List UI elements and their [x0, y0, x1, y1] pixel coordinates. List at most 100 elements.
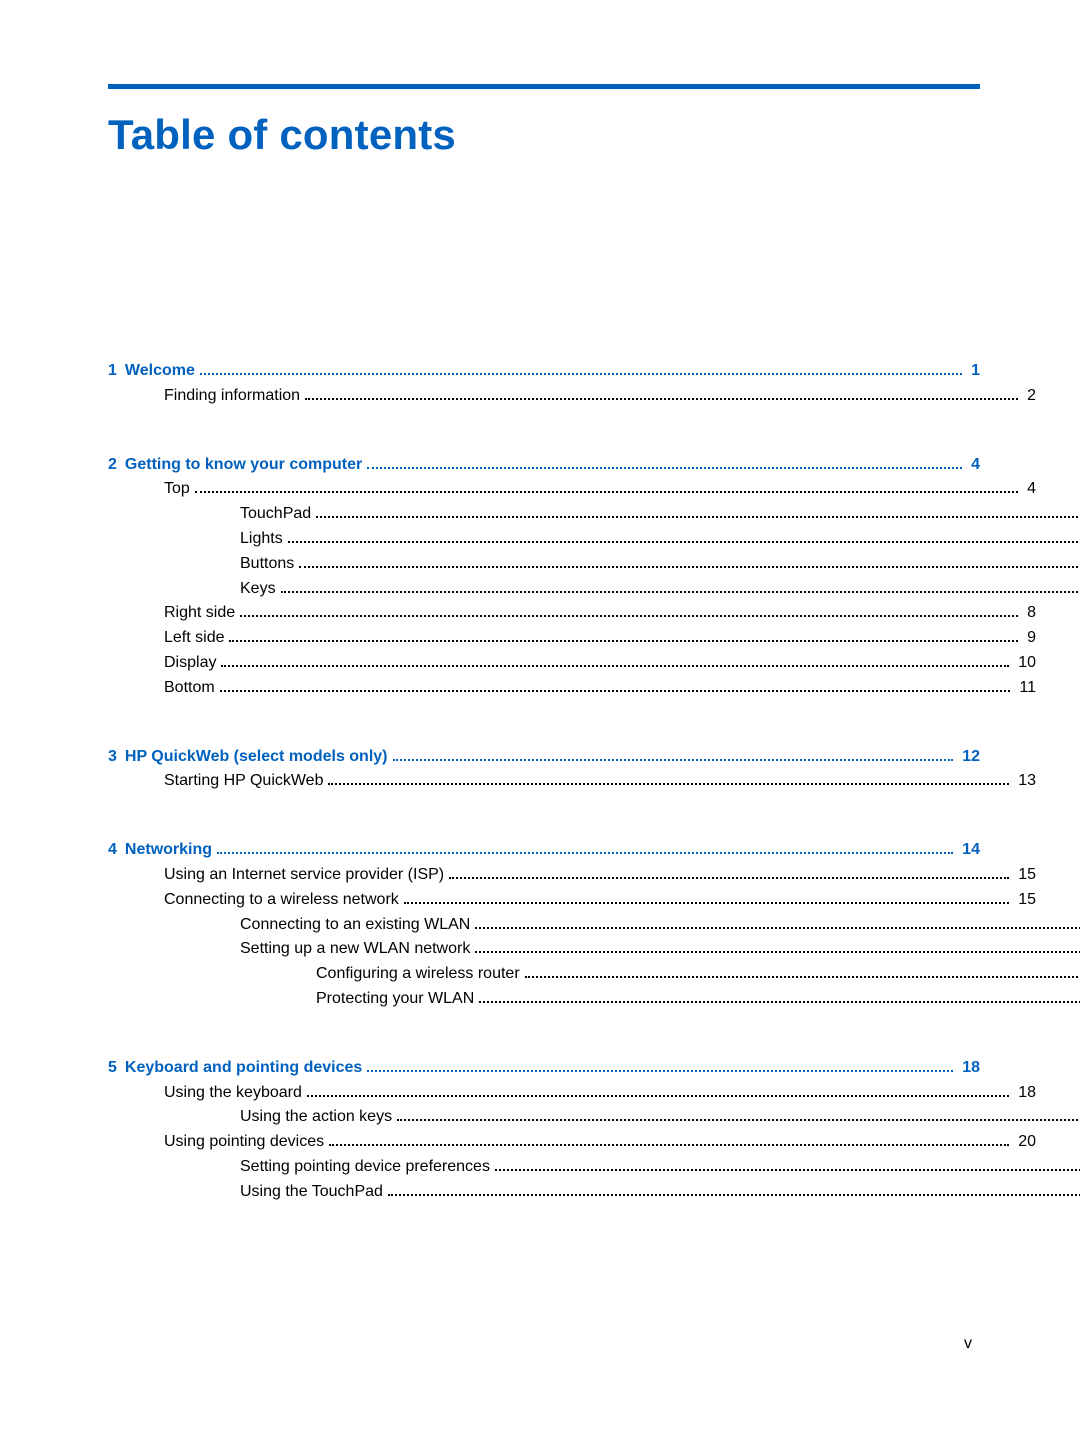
- toc-entry-row[interactable]: Connecting to an existing WLAN16: [108, 913, 1080, 938]
- header-rule: [108, 84, 980, 89]
- page-title: Table of contents: [108, 111, 980, 159]
- toc-entry-row[interactable]: Keys7: [108, 577, 1080, 602]
- toc-chapter-page: 12: [958, 745, 980, 770]
- toc-chapter-number: 2: [108, 453, 125, 478]
- toc-entry-row[interactable]: Lights5: [108, 527, 1080, 552]
- toc-chapter-row[interactable]: 2Getting to know your computer 4: [108, 453, 980, 478]
- toc-section: 2Getting to know your computer4Top4Touch…: [108, 453, 980, 701]
- toc-leader-dots: [475, 939, 1080, 954]
- toc-entry-row[interactable]: Configuring a wireless router17: [108, 962, 1080, 987]
- toc-entry-label: Keys: [240, 577, 276, 602]
- toc-leader-dots: [299, 553, 1080, 568]
- toc-entry-row[interactable]: Display 10: [108, 651, 1036, 676]
- toc-entry-row[interactable]: Setting pointing device preferences20: [108, 1155, 1080, 1180]
- toc-leader-dots: [229, 627, 1018, 642]
- toc-section: 1Welcome1Finding information2: [108, 359, 980, 409]
- toc-leader-dots: [328, 771, 1009, 786]
- toc-entry-row[interactable]: TouchPad4: [108, 502, 1080, 527]
- toc-chapter-row[interactable]: 3HP QuickWeb (select models only) 12: [108, 745, 980, 770]
- toc-entry-label: Connecting to an existing WLAN: [240, 913, 470, 938]
- toc-entry-page: 4: [1023, 477, 1036, 502]
- toc-entry-row[interactable]: Buttons6: [108, 552, 1080, 577]
- toc-entry-row[interactable]: Protecting your WLAN17: [108, 987, 1080, 1012]
- toc-entry-label: Protecting your WLAN: [316, 987, 474, 1012]
- toc-leader-dots: [393, 746, 954, 761]
- toc-entry-label: Finding information: [164, 384, 300, 409]
- page-number: v: [964, 1335, 972, 1353]
- toc-entry-row[interactable]: Connecting to a wireless network 15: [108, 888, 1036, 913]
- toc-leader-dots: [397, 1107, 1080, 1122]
- toc-entry-row[interactable]: Setting up a new WLAN network16: [108, 937, 1080, 962]
- toc-chapter-label: Networking: [125, 838, 212, 863]
- toc-entry-label: Setting up a new WLAN network: [240, 937, 470, 962]
- toc-section: 5Keyboard and pointing devices 18 Using th…: [108, 1056, 980, 1205]
- toc-chapter-label: Getting to know your computer: [125, 453, 362, 478]
- toc-chapter-page: 4: [967, 453, 980, 478]
- toc-entry-row[interactable]: Using the keyboard 18: [108, 1081, 1036, 1106]
- toc-entry-page: 15: [1014, 888, 1036, 913]
- toc-entry-row[interactable]: Right side 8: [108, 601, 1036, 626]
- toc-entry-row[interactable]: Bottom 11: [108, 676, 1036, 701]
- toc-entry-label: Bottom: [164, 676, 215, 701]
- toc-entry-label: Right side: [164, 601, 235, 626]
- toc-entry-page: 8: [1023, 601, 1036, 626]
- toc-entry-label: Connecting to a wireless network: [164, 888, 399, 913]
- toc-chapter-row[interactable]: 5Keyboard and pointing devices 18: [108, 1056, 980, 1081]
- toc-leader-dots: [479, 988, 1080, 1003]
- toc-entry-label: Using the TouchPad: [240, 1180, 383, 1205]
- toc-chapter-page: 14: [958, 838, 980, 863]
- toc-entry-label: Using the keyboard: [164, 1081, 302, 1106]
- toc-entry-label: Starting HP QuickWeb: [164, 769, 323, 794]
- toc-entry-row[interactable]: Left side9: [108, 626, 1036, 651]
- toc-chapter-row[interactable]: 4Networking14: [108, 838, 980, 863]
- toc-chapter-page: 1: [967, 359, 980, 384]
- toc-entry-row[interactable]: Finding information2: [108, 384, 1036, 409]
- table-of-contents: 1Welcome1Finding information22Getting to…: [108, 359, 980, 1205]
- toc-leader-dots: [475, 914, 1080, 929]
- toc-entry-page: 10: [1014, 651, 1036, 676]
- toc-leader-dots: [240, 603, 1018, 618]
- toc-entry-row[interactable]: Using an Internet service provider (ISP)…: [108, 863, 1036, 888]
- toc-entry-page: 15: [1014, 863, 1036, 888]
- toc-leader-dots: [307, 1082, 1009, 1097]
- toc-chapter-page: 18: [958, 1056, 980, 1081]
- toc-entry-label: Top: [164, 477, 190, 502]
- toc-chapter-row[interactable]: 1Welcome1: [108, 359, 980, 384]
- toc-entry-row[interactable]: Top 4: [108, 477, 1036, 502]
- toc-leader-dots: [220, 677, 1011, 692]
- toc-entry-page: 11: [1015, 676, 1036, 701]
- toc-entry-label: Using the action keys: [240, 1105, 392, 1130]
- toc-chapter-number: 5: [108, 1056, 125, 1081]
- toc-leader-dots: [404, 889, 1009, 904]
- toc-entry-label: Display: [164, 651, 216, 676]
- toc-leader-dots: [281, 578, 1080, 593]
- toc-entry-page: 9: [1023, 626, 1036, 651]
- toc-chapter-number: 3: [108, 745, 125, 770]
- toc-leader-dots: [367, 454, 962, 469]
- toc-chapter-label: HP QuickWeb (select models only): [125, 745, 388, 770]
- toc-entry-label: Setting pointing device preferences: [240, 1155, 490, 1180]
- toc-leader-dots: [329, 1131, 1009, 1146]
- toc-leader-dots: [525, 963, 1080, 978]
- toc-entry-label: Configuring a wireless router: [316, 962, 520, 987]
- toc-chapter-number: 1: [108, 359, 125, 384]
- toc-leader-dots: [195, 479, 1018, 494]
- toc-chapter-label: Keyboard and pointing devices: [125, 1056, 362, 1081]
- toc-section: 3HP QuickWeb (select models only) 12 Start…: [108, 745, 980, 795]
- toc-entry-row[interactable]: Using the action keys18: [108, 1105, 1080, 1130]
- toc-leader-dots: [316, 503, 1080, 518]
- toc-chapter-label: Welcome: [125, 359, 195, 384]
- toc-entry-row[interactable]: Using pointing devices20: [108, 1130, 1036, 1155]
- toc-entry-row[interactable]: Using the TouchPad20: [108, 1180, 1080, 1205]
- toc-entry-label: Buttons: [240, 552, 294, 577]
- toc-leader-dots: [449, 864, 1009, 879]
- toc-entry-page: 18: [1014, 1081, 1036, 1106]
- toc-entry-page: 20: [1014, 1130, 1036, 1155]
- toc-leader-dots: [367, 1057, 953, 1072]
- toc-leader-dots: [200, 360, 962, 375]
- toc-leader-dots: [217, 839, 953, 854]
- toc-entry-label: Using an Internet service provider (ISP): [164, 863, 444, 888]
- toc-entry-row[interactable]: Starting HP QuickWeb13: [108, 769, 1036, 794]
- toc-section: 4Networking14Using an Internet service p…: [108, 838, 980, 1012]
- toc-leader-dots: [221, 652, 1009, 667]
